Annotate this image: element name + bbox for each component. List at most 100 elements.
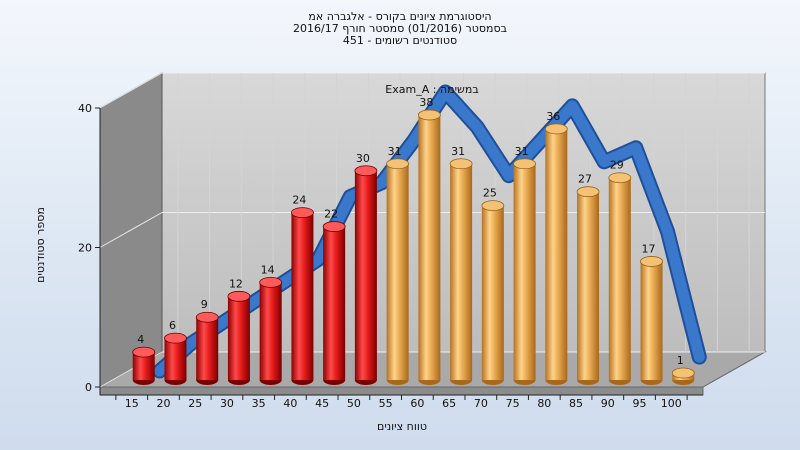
bar-value-label: 31 [515, 145, 529, 158]
bar-cap [417, 109, 441, 121]
bar-body [608, 177, 631, 380]
x-tick-label: 15 [125, 397, 139, 410]
x-tick-label: 60 [410, 397, 424, 410]
bar-body [227, 296, 250, 380]
bar-body [418, 114, 441, 380]
bar-cap [640, 256, 663, 267]
y-tick-label: 20 [78, 242, 92, 255]
bar: 29 [608, 159, 632, 385]
bar: 25 [481, 187, 505, 385]
x-tick-label: 70 [474, 397, 488, 410]
bar-value-label: 27 [578, 173, 592, 186]
floor-edge [99, 386, 704, 396]
bar-body [291, 212, 314, 380]
bar-value-label: 1 [677, 354, 684, 367]
bar: 4 [132, 333, 156, 385]
bar-value-label: 22 [324, 208, 338, 221]
x-tick-label: 100 [661, 397, 682, 410]
x-tick-label: 45 [315, 397, 329, 410]
bar: 24 [291, 194, 314, 385]
bar-cap [608, 172, 632, 184]
side-grid-line [99, 212, 163, 248]
bar: 27 [576, 173, 600, 385]
bar-body [132, 352, 155, 380]
bar-cap [132, 346, 156, 358]
bar-value-label: 9 [201, 298, 208, 311]
x-tick-label: 20 [156, 397, 170, 410]
bar-body [640, 261, 663, 380]
bar-body [323, 226, 346, 380]
x-tick-label: 85 [569, 397, 583, 410]
bar-body [545, 128, 568, 380]
y-axis-title: מספר סטודנטים [34, 207, 47, 283]
x-tick-label: 75 [506, 397, 520, 410]
bar-value-label: 4 [137, 333, 144, 346]
bar-value-label: 24 [292, 194, 306, 207]
bar-value-label: 30 [356, 152, 370, 165]
bar: 31 [386, 145, 410, 385]
x-tick-label: 25 [188, 397, 202, 410]
x-tick-label: 95 [633, 397, 647, 410]
bar-cap [291, 207, 314, 219]
x-axis-title: טווח ציונים [377, 420, 427, 433]
bar-body [164, 338, 187, 380]
bar-value-label: 38 [419, 96, 433, 109]
bar-cap [227, 290, 251, 302]
x-tick-label: 90 [601, 397, 615, 410]
bar: 12 [227, 277, 251, 385]
bar-cap [481, 200, 505, 212]
bars-group: 4 6 9 12 14 24 22 30 31 38 31 25 31 36 27 29 17 1 [132, 96, 695, 385]
x-tick-label: 55 [379, 397, 393, 410]
bar-body [481, 205, 504, 380]
bar-cap [449, 158, 473, 170]
y-tick-label: 0 [85, 381, 92, 394]
bar: 17 [640, 242, 663, 385]
bar: 22 [322, 208, 346, 385]
x-tick-label: 40 [283, 397, 297, 410]
bar-value-label: 36 [546, 110, 560, 123]
chart-title-line-2: בסמסטר (01/2016) סמסטר חורף 2016/17 [293, 22, 507, 35]
bar-cap [322, 221, 346, 232]
bar-cap [195, 311, 219, 323]
bar: 30 [354, 152, 378, 385]
side-grid-line [99, 72, 163, 109]
bar-value-label: 25 [483, 187, 497, 200]
chart-title-line-1: היסטוגרמת ציונים בקורס - אלגברה אמ [308, 10, 492, 23]
bar: 6 [164, 319, 187, 385]
bar-cap [259, 276, 283, 288]
bar-body [259, 282, 282, 380]
x-tick-label: 35 [252, 397, 266, 410]
series-label: Exam_A : במשימה [385, 83, 478, 96]
bar-value-label: 29 [610, 159, 624, 172]
x-tick-label: 80 [537, 397, 551, 410]
bar-value-label: 17 [642, 242, 656, 255]
bar-cap [164, 332, 187, 344]
bar-body [354, 170, 377, 380]
bar: 31 [449, 145, 473, 385]
bar-body [577, 191, 600, 380]
x-tick-label: 65 [442, 397, 456, 410]
bar-cap [513, 158, 536, 170]
bar-cap [354, 165, 378, 177]
chart-title-line-3: 451 - סטודנטים רשומים [342, 34, 458, 47]
bar-value-label: 31 [388, 145, 402, 158]
bar: 1 [671, 354, 695, 385]
bar: 9 [195, 298, 219, 385]
bar-value-label: 14 [261, 263, 275, 276]
y-tick-label: 40 [78, 102, 92, 115]
bar: 38 [417, 96, 441, 385]
axes-group: 0 20 40 15 20 25 30 35 40 45 50 55 60 65 70 75 80 85 90 95 1… [78, 102, 703, 410]
bar-body [196, 317, 219, 380]
bar-body [386, 163, 409, 380]
bar-body [450, 163, 473, 380]
bar-value-label: 6 [169, 319, 176, 332]
bar-cap [544, 123, 568, 135]
bar-value-label: 31 [451, 145, 465, 158]
x-tick-label: 30 [220, 397, 234, 410]
bar-cap [386, 158, 410, 170]
bar-body [513, 163, 536, 380]
bar-value-label: 12 [229, 277, 243, 290]
bar: 36 [544, 110, 568, 385]
